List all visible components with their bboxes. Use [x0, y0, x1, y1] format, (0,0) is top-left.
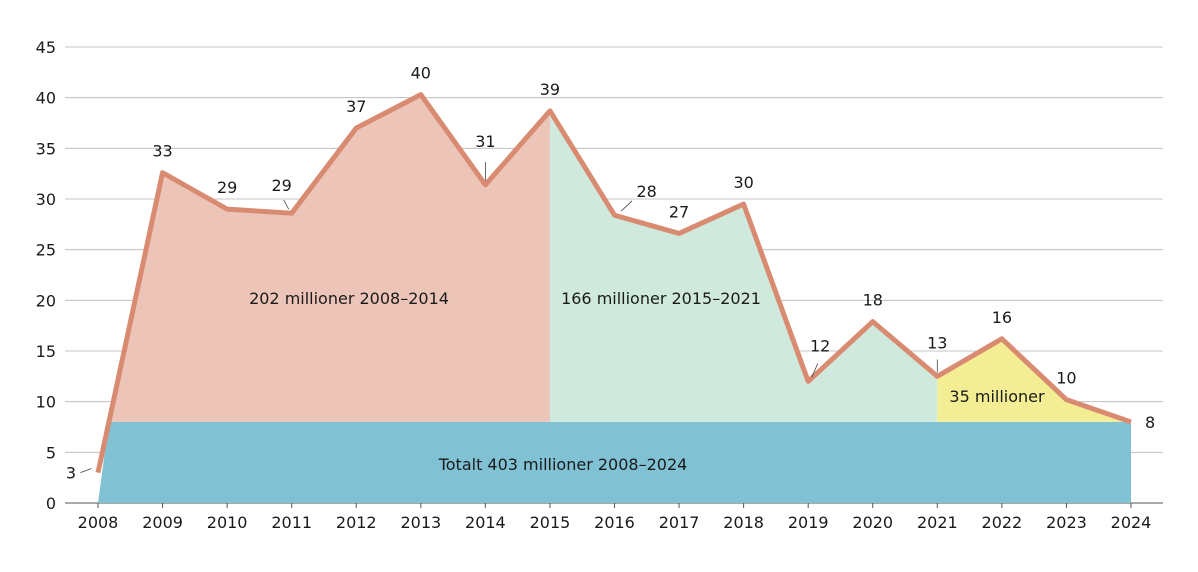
data-label: 31 [475, 132, 495, 151]
x-tick-label: 2015 [530, 513, 571, 532]
y-tick-label: 25 [36, 241, 56, 260]
y-axis: 0 5 10 15 20 25 30 35 40 45 [36, 38, 56, 513]
x-tick-label: 2022 [982, 513, 1023, 532]
data-label: 40 [411, 64, 431, 83]
data-label: 37 [346, 97, 366, 116]
x-tick-label: 2017 [659, 513, 700, 532]
region-area [108, 94, 550, 422]
region-label: 35 millioner [949, 387, 1045, 406]
x-tick-label: 2019 [788, 513, 829, 532]
series-line [95, 92, 1132, 474]
data-label: 29 [272, 176, 292, 195]
x-tick-label: 2012 [336, 513, 377, 532]
x-axis: 2008 2009 2010 2011 2012 2013 2014 2015 2016 2017… [78, 503, 1152, 532]
leader-line [80, 468, 92, 473]
region-labels: 202 millioner 2008–2014 166 millioner 201… [249, 289, 1045, 474]
x-tick-label: 2009 [142, 513, 183, 532]
x-tick-label: 2008 [78, 513, 119, 532]
data-label: 29 [217, 178, 237, 197]
leader-line [811, 363, 819, 378]
data-label: 3 [66, 464, 76, 483]
data-label: 13 [927, 333, 947, 352]
data-label: 39 [540, 80, 560, 99]
y-tick-label: 10 [36, 393, 56, 412]
data-label: 16 [992, 308, 1012, 327]
y-tick-label: 20 [36, 291, 56, 310]
x-tick-label: 2010 [207, 513, 248, 532]
data-label: 27 [669, 202, 689, 221]
x-tick-label: 2024 [1111, 513, 1152, 532]
y-tick-label: 0 [46, 494, 56, 513]
data-label: 30 [733, 173, 753, 192]
data-label: 18 [863, 291, 883, 310]
x-tick-label: 2023 [1046, 513, 1087, 532]
region-area [549, 110, 938, 422]
data-label: 12 [810, 336, 830, 355]
y-tick-label: 5 [46, 443, 56, 462]
x-tick-label: 2020 [852, 513, 893, 532]
x-tick-label: 2016 [594, 513, 635, 532]
data-label: 33 [152, 142, 172, 161]
y-tick-label: 40 [36, 89, 56, 108]
y-tick-label: 30 [36, 190, 56, 209]
areas [98, 94, 1131, 503]
x-tick-label: 2013 [400, 513, 441, 532]
leader-line [620, 200, 633, 212]
baseline-band [98, 421, 1131, 503]
data-label: 28 [637, 182, 657, 201]
x-tick-label: 2011 [271, 513, 312, 532]
region-label: 166 millioner 2015–2021 [561, 289, 761, 308]
y-tick-label: 35 [36, 139, 56, 158]
region-area [937, 338, 1131, 422]
band-label: Totalt 403 millioner 2008–2024 [438, 455, 688, 474]
data-label: 10 [1056, 369, 1076, 388]
x-tick-label: 2021 [917, 513, 958, 532]
y-tick-label: 45 [36, 38, 56, 57]
x-tick-label: 2014 [465, 513, 506, 532]
x-tick-label: 2018 [723, 513, 764, 532]
line-path [95, 92, 1132, 474]
leader-line [283, 199, 290, 210]
data-label: 8 [1145, 413, 1155, 432]
y-tick-label: 15 [36, 342, 56, 361]
region-label: 202 millioner 2008–2014 [249, 289, 449, 308]
